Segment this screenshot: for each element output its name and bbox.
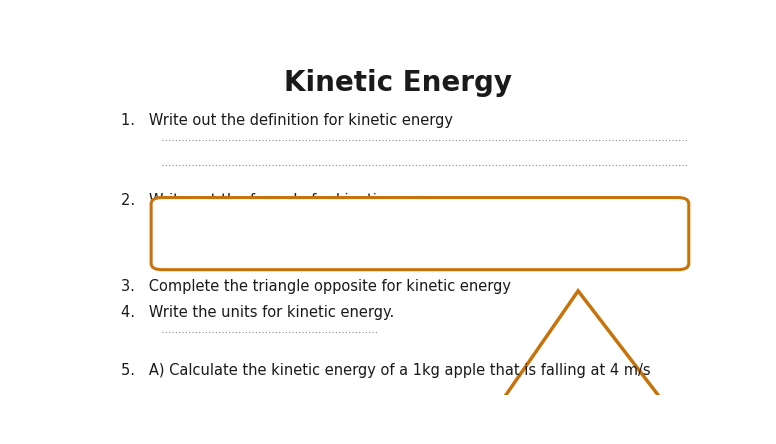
Text: 1.   Write out the definition for kinetic energy: 1. Write out the definition for kinetic … — [121, 113, 453, 128]
FancyBboxPatch shape — [151, 198, 689, 270]
Text: Kinetic Energy: Kinetic Energy — [284, 69, 511, 97]
Text: 2.   Write out the formula for kinetic energy: 2. Write out the formula for kinetic ene… — [121, 194, 441, 208]
Text: 5.   A) Calculate the kinetic energy of a 1kg apple that is falling at 4 m/s: 5. A) Calculate the kinetic energy of a … — [121, 363, 651, 378]
Text: 3.   Complete the triangle opposite for kinetic energy: 3. Complete the triangle opposite for ki… — [121, 279, 511, 294]
Text: 4.   Write the units for kinetic energy.: 4. Write the units for kinetic energy. — [121, 305, 394, 320]
